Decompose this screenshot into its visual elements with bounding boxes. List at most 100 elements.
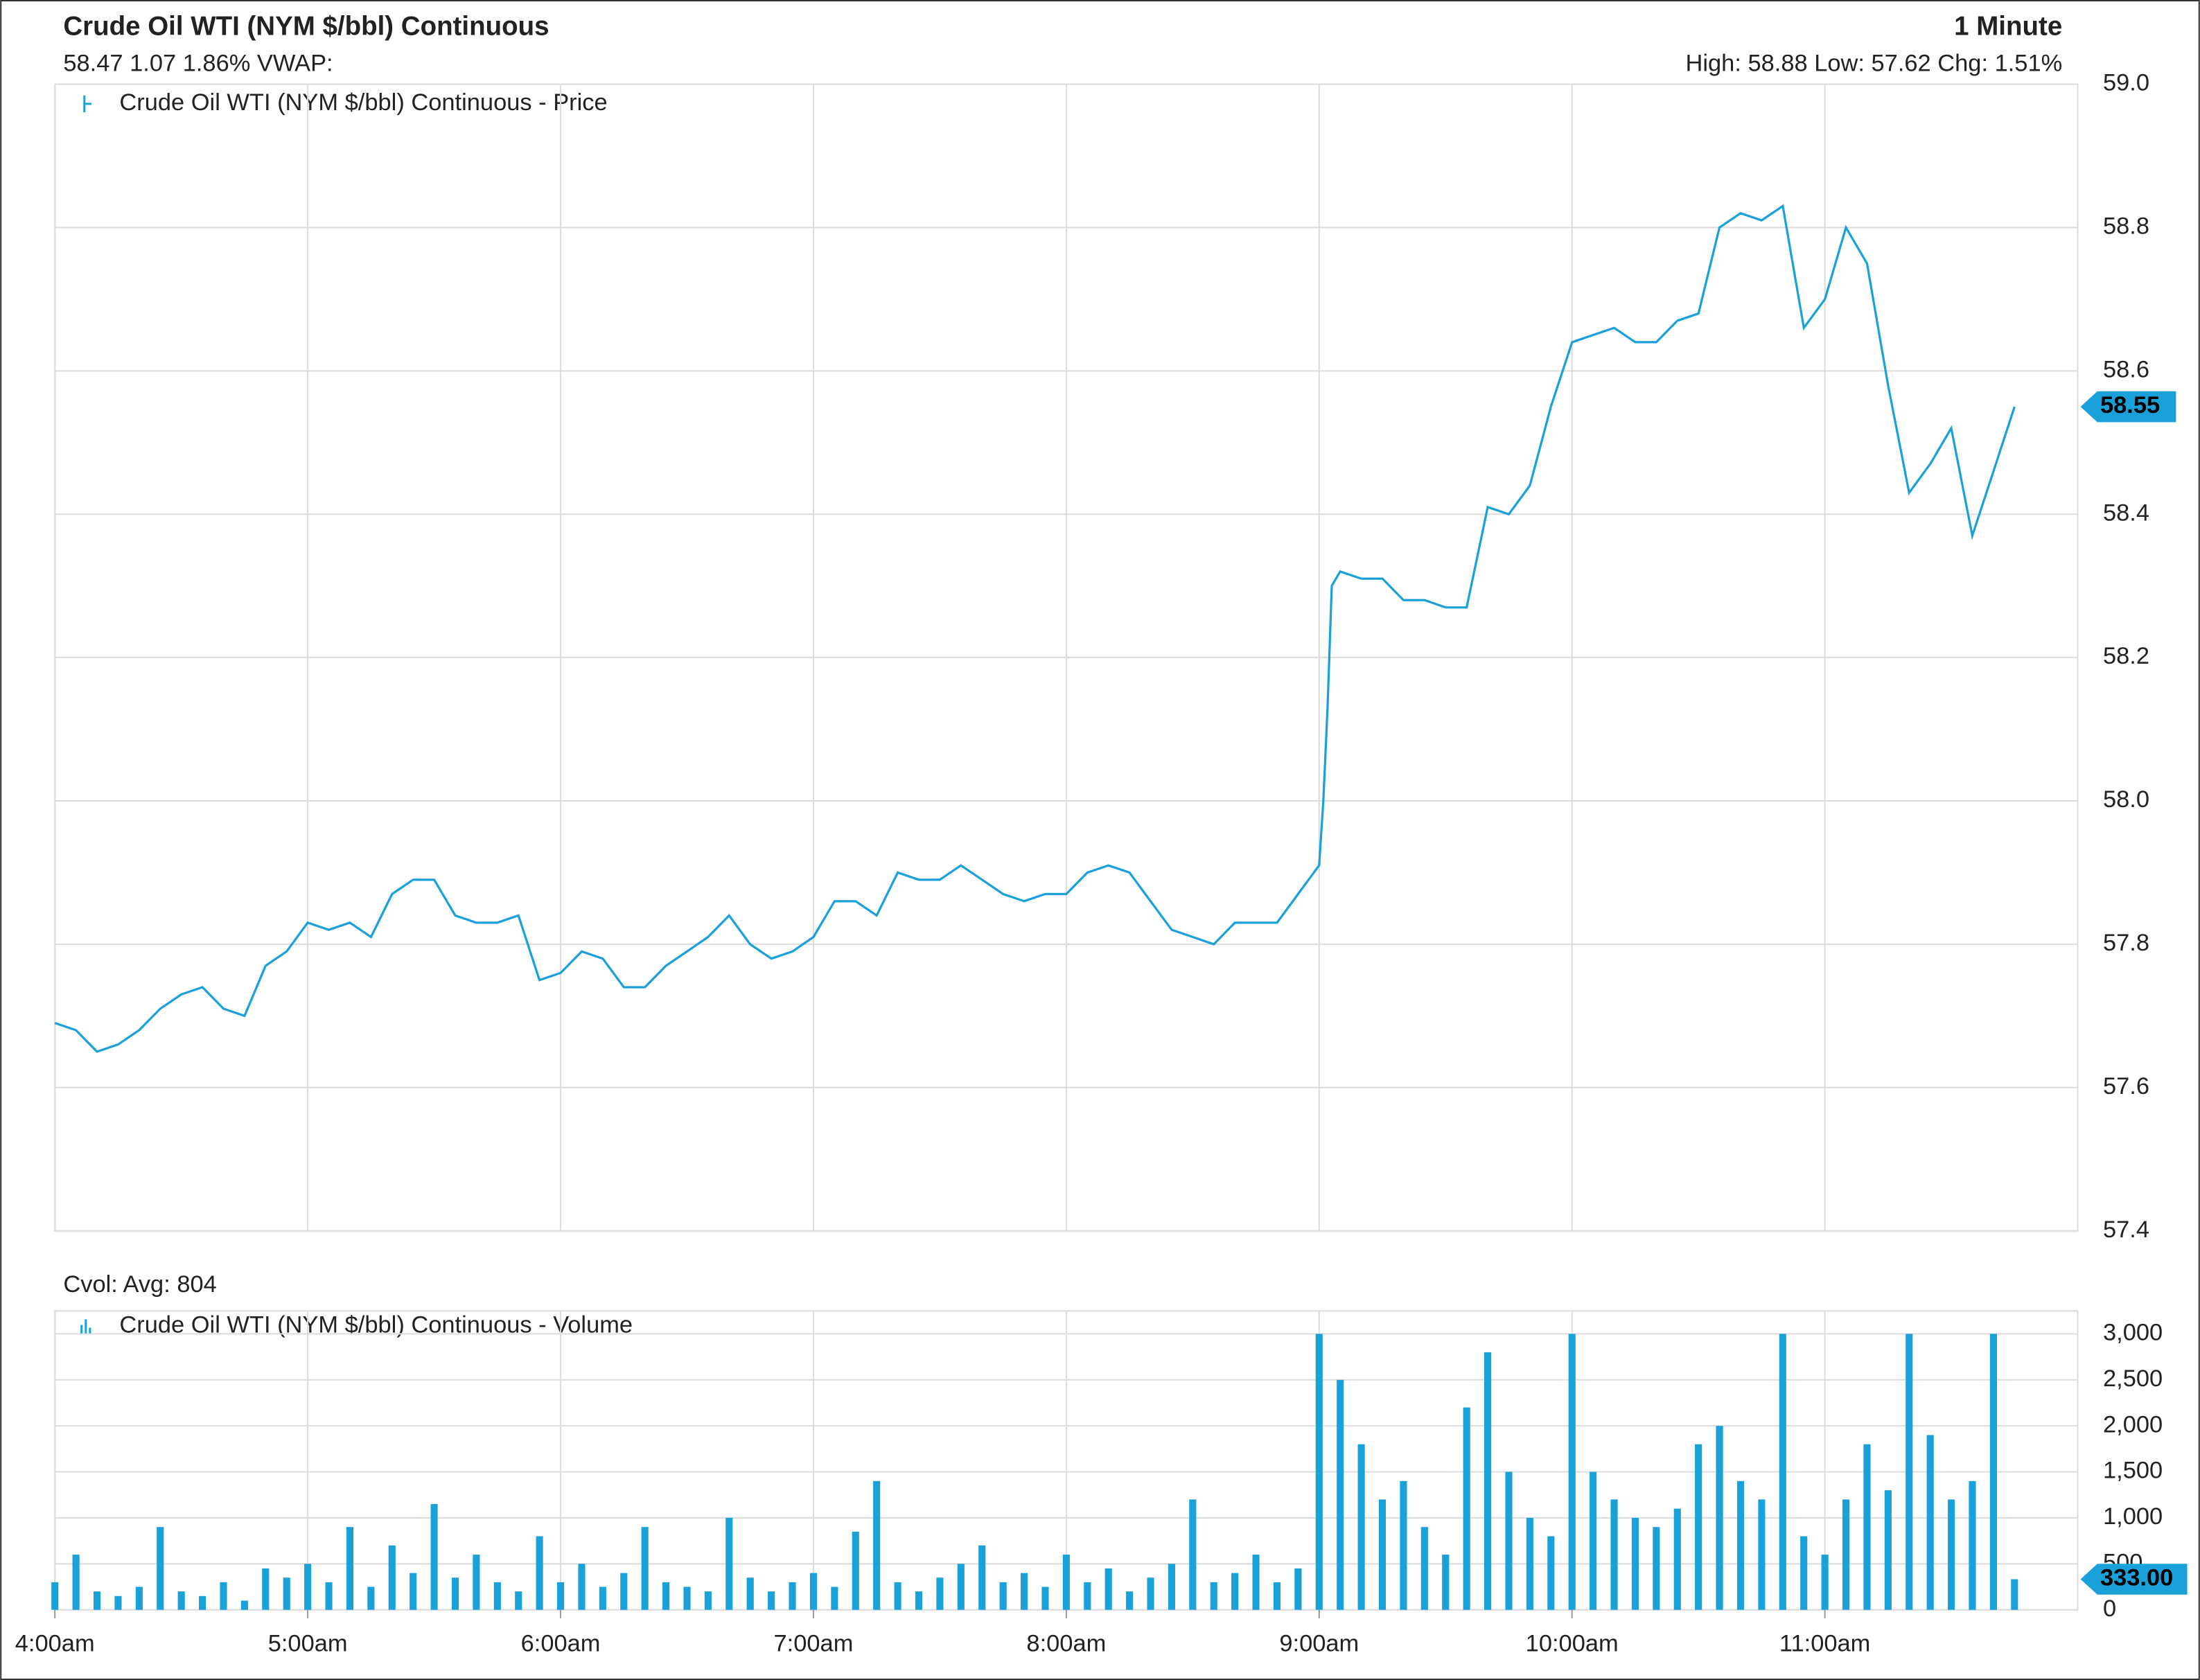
volume-bar xyxy=(1463,1407,1470,1610)
price-line xyxy=(54,204,2016,1053)
volume-bar xyxy=(1020,1573,1028,1610)
y-tick-label: 1,000 xyxy=(2103,1503,2163,1530)
volume-bar xyxy=(1906,1334,1913,1610)
volume-bar xyxy=(704,1591,712,1610)
volume-bar xyxy=(1695,1444,1702,1610)
x-tick-label: 4:00am xyxy=(15,1630,95,1656)
volume-bar xyxy=(157,1527,164,1610)
volume-bar xyxy=(620,1573,628,1610)
volume-bar xyxy=(978,1545,986,1610)
volume-bar xyxy=(1716,1426,1723,1610)
volume-bar xyxy=(1337,1379,1344,1610)
volume-bar xyxy=(1590,1471,1597,1610)
volume-bar xyxy=(1315,1334,1323,1610)
volume-bar xyxy=(1989,1334,1997,1610)
x-tick-label: 8:00am xyxy=(1026,1630,1106,1656)
last-volume-flag xyxy=(2080,1564,2188,1595)
volume-bar xyxy=(894,1582,901,1610)
volume-bar xyxy=(599,1586,606,1610)
volume-bar xyxy=(1189,1499,1197,1610)
volume-bar xyxy=(51,1582,59,1610)
volume-bar xyxy=(852,1531,859,1610)
volume-bar xyxy=(1631,1517,1639,1610)
y-tick-label: 2,000 xyxy=(2103,1411,2163,1438)
y-tick-label: 1,500 xyxy=(2103,1458,2163,1484)
volume-bar xyxy=(1084,1582,1091,1610)
volume-bar xyxy=(768,1591,775,1610)
y-tick-label: 2,500 xyxy=(2103,1365,2163,1392)
last-price-flag xyxy=(2080,391,2176,423)
volume-bar xyxy=(1378,1499,1387,1610)
volume-bar xyxy=(873,1480,881,1610)
volume-bar xyxy=(304,1564,312,1610)
volume-bar xyxy=(1105,1568,1112,1610)
volume-bar xyxy=(1168,1564,1175,1610)
volume-bar xyxy=(1758,1499,1766,1610)
y-tick-label: 59.0 xyxy=(2103,70,2149,96)
volume-bar xyxy=(831,1586,838,1610)
volume-bar xyxy=(93,1591,101,1610)
volume-bar xyxy=(746,1577,754,1610)
volume-bar xyxy=(262,1568,270,1610)
volume-bar xyxy=(641,1527,649,1610)
volume-bar xyxy=(2011,1579,2018,1610)
y-tick-label: 58.4 xyxy=(2103,499,2149,526)
volume-bar xyxy=(683,1586,691,1610)
volume-bar xyxy=(388,1545,396,1610)
volume-bar xyxy=(578,1564,586,1610)
volume-bar xyxy=(1842,1499,1850,1610)
volume-bar xyxy=(1357,1444,1365,1610)
volume-bar xyxy=(1526,1517,1533,1610)
volume-bar xyxy=(1863,1444,1871,1610)
volume-bar xyxy=(1442,1555,1450,1610)
volume-bar xyxy=(240,1600,248,1610)
x-tick-label: 11:00am xyxy=(1779,1630,1870,1656)
y-tick-label: 58.6 xyxy=(2103,356,2149,382)
x-tick-label: 5:00am xyxy=(268,1630,348,1656)
stats: High: 58.88 Low: 57.62 Chg: 1.51% xyxy=(1686,50,2063,76)
volume-bar xyxy=(72,1555,80,1610)
volume-bar xyxy=(556,1582,565,1610)
volume-bar xyxy=(430,1504,438,1610)
volume-bar xyxy=(1884,1490,1892,1610)
volume-bar xyxy=(1969,1480,1976,1610)
volume-bar xyxy=(1948,1499,1955,1610)
volume-bar xyxy=(325,1582,333,1610)
volume-bar xyxy=(473,1555,480,1610)
volume-bar xyxy=(1252,1555,1260,1610)
volume-bar xyxy=(957,1564,965,1610)
legend-icon xyxy=(83,95,91,113)
volume-bar xyxy=(1062,1555,1070,1610)
volume-bar xyxy=(1505,1471,1513,1610)
volume-bar xyxy=(1400,1480,1407,1610)
volume-bar xyxy=(536,1536,543,1610)
x-tick-label: 7:00am xyxy=(774,1630,854,1656)
volume-bar xyxy=(1779,1334,1786,1610)
chart-title: Crude Oil WTI (NYM $/bbl) Continuous xyxy=(63,12,549,42)
volume-bar xyxy=(346,1527,354,1610)
legend: Crude Oil WTI (NYM $/bbl) Continuous - P… xyxy=(119,89,607,116)
y-tick-label: 58.8 xyxy=(2103,213,2149,240)
volume-bar xyxy=(662,1582,670,1610)
y-tick-label: 58.2 xyxy=(2103,643,2149,669)
volume-bar xyxy=(199,1595,206,1610)
volume-bar xyxy=(493,1582,501,1610)
volume-bar xyxy=(999,1582,1007,1610)
volume-bar xyxy=(1273,1582,1281,1610)
interval: 1 Minute xyxy=(1954,12,2062,42)
y-tick-label: 57.4 xyxy=(2103,1217,2149,1243)
volume-bar xyxy=(135,1586,143,1610)
volume-bar xyxy=(1821,1555,1829,1610)
legend-icon xyxy=(80,1319,91,1334)
volume-bar xyxy=(725,1517,733,1610)
y-tick-label: 0 xyxy=(2103,1595,2116,1622)
volume-bar xyxy=(410,1573,417,1610)
volume-bar xyxy=(220,1582,227,1610)
volume-bar xyxy=(789,1582,796,1610)
last-volume-label: 333.00 xyxy=(2100,1565,2173,1591)
volume-bar xyxy=(1800,1536,1808,1610)
last-price-label: 58.55 xyxy=(2100,392,2160,418)
volume-bar xyxy=(515,1591,522,1610)
